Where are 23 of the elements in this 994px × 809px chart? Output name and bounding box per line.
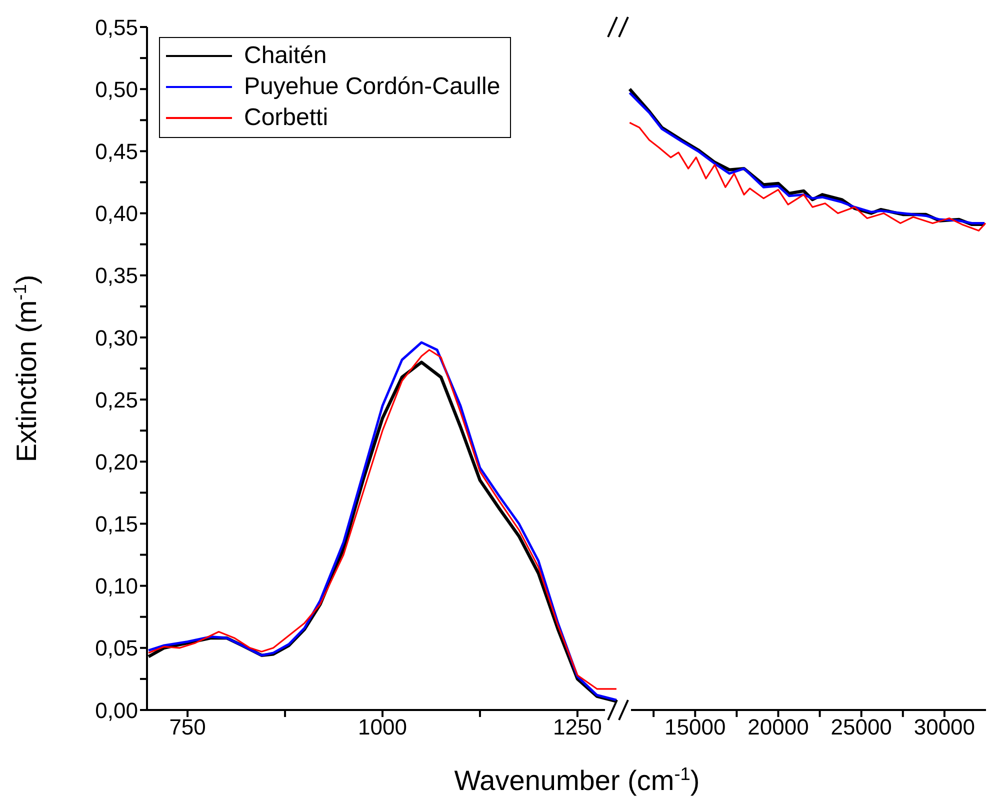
y-tick-label: 0,55 [95, 14, 138, 40]
x-tick-label: 20000 [748, 714, 809, 740]
y-tick-label: 0,05 [95, 636, 138, 661]
x-tick-label: 15000 [664, 714, 726, 740]
y-tick-label: 0,40 [95, 201, 138, 226]
y-tick-label: 0,10 [95, 574, 138, 599]
y-tick-label: 0,50 [95, 76, 138, 102]
legend-label: Puyehue Cordón-Caulle [244, 72, 500, 102]
x-tick-label: 25000 [830, 714, 892, 740]
y-tick-label: 0,30 [95, 325, 138, 350]
y-tick-label: 0,25 [95, 387, 138, 412]
x-tick-label: 30000 [914, 714, 976, 740]
y-tick-label: 0,35 [95, 263, 138, 288]
legend-label: Chaitén [244, 41, 327, 71]
legend-label: Corbetti [244, 103, 328, 133]
x-tick-label: 1250 [552, 714, 602, 740]
x-tick-label: 1000 [358, 714, 407, 740]
y-tick-label: 0,20 [95, 449, 138, 474]
x-axis-title: Wavenumber (cm$^{-1}$) [454, 764, 700, 796]
x-tick-label: 750 [169, 714, 206, 740]
y-tick-label: 0,00 [95, 698, 138, 723]
y-tick-label: 0,45 [95, 138, 138, 164]
y-tick-label: 0,15 [95, 512, 138, 537]
